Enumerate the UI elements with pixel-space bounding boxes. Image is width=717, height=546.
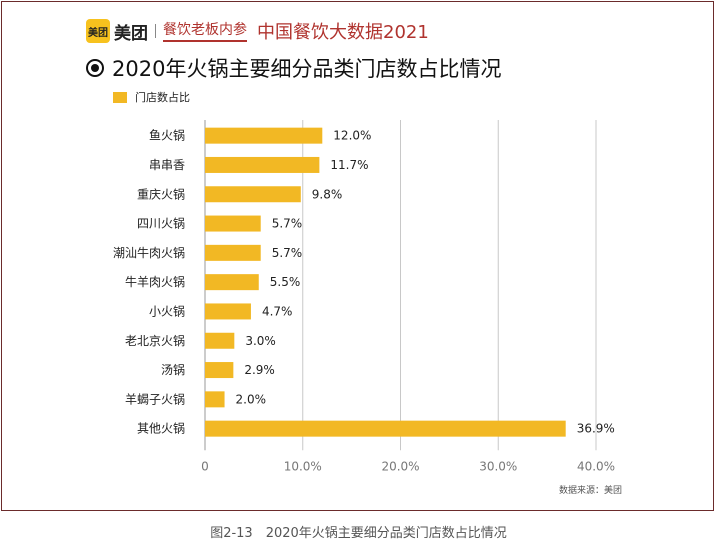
bar [205, 127, 323, 144]
chart-title: 2020年火锅主要细分品类门店数占比情况 [112, 57, 502, 81]
figure-caption: 图2-13 2020年火锅主要细分品类门店数占比情况 [210, 526, 507, 541]
bullet-circle-icon [86, 59, 104, 77]
data-label: 5.5% [270, 275, 301, 289]
chart-title-row: 2020年火锅主要细分品类门店数占比情况 [86, 54, 501, 82]
data-label: 12.0% [333, 129, 371, 143]
category-label: 羊蝎子火锅 [125, 391, 185, 406]
bar [205, 420, 566, 437]
category-label: 鱼火锅 [149, 128, 185, 143]
bar [205, 244, 261, 261]
category-label: 老北京火锅 [125, 333, 185, 348]
chart-legend: 门店数占比 [113, 89, 190, 105]
legend-swatch [113, 91, 127, 103]
report-header: 美团 美团 餐饮老板内参 中国餐饮大数据2021 [86, 18, 429, 44]
data-label: 3.0% [245, 334, 276, 348]
brand-name: 美团 [114, 23, 148, 44]
data-source: 数据来源：美团 [558, 486, 622, 496]
x-tick-label: 0 [201, 459, 209, 473]
bar [205, 303, 251, 320]
data-label: 11.7% [330, 158, 368, 172]
x-tick-label: 10.0% [284, 459, 322, 473]
category-label: 牛羊肉火锅 [125, 274, 185, 289]
data-label: 5.7% [272, 217, 303, 231]
data-label: 4.7% [262, 304, 293, 318]
data-label: 36.9% [577, 422, 615, 436]
meituan-logo-icon: 美团 [86, 19, 110, 43]
sub-brand: 餐饮老板内参 [163, 21, 247, 42]
bar [205, 362, 234, 379]
category-label: 串串香 [149, 158, 185, 172]
category-label: 其他火锅 [137, 421, 185, 436]
data-label: 5.7% [272, 246, 303, 260]
header-divider [155, 24, 156, 38]
category-label: 小火锅 [149, 303, 185, 318]
data-label: 2.9% [244, 363, 275, 377]
report-title: 中国餐饮大数据2021 [257, 22, 429, 43]
bar [205, 332, 235, 349]
category-label: 汤锅 [161, 362, 185, 377]
x-tick-label: 40.0% [577, 459, 615, 473]
x-tick-label: 30.0% [479, 459, 517, 473]
data-label: 2.0% [236, 392, 266, 406]
bar [205, 156, 320, 173]
bar [205, 391, 225, 408]
bar [205, 215, 261, 232]
bar [205, 274, 259, 291]
category-label: 重庆火锅 [137, 186, 185, 201]
bar [205, 186, 301, 203]
data-label: 9.8% [312, 187, 343, 201]
x-tick-label: 20.0% [381, 459, 419, 473]
category-label: 四川火锅 [137, 216, 185, 231]
category-label: 潮汕牛肉火锅 [113, 245, 185, 260]
legend-label: 门店数占比 [135, 91, 190, 104]
